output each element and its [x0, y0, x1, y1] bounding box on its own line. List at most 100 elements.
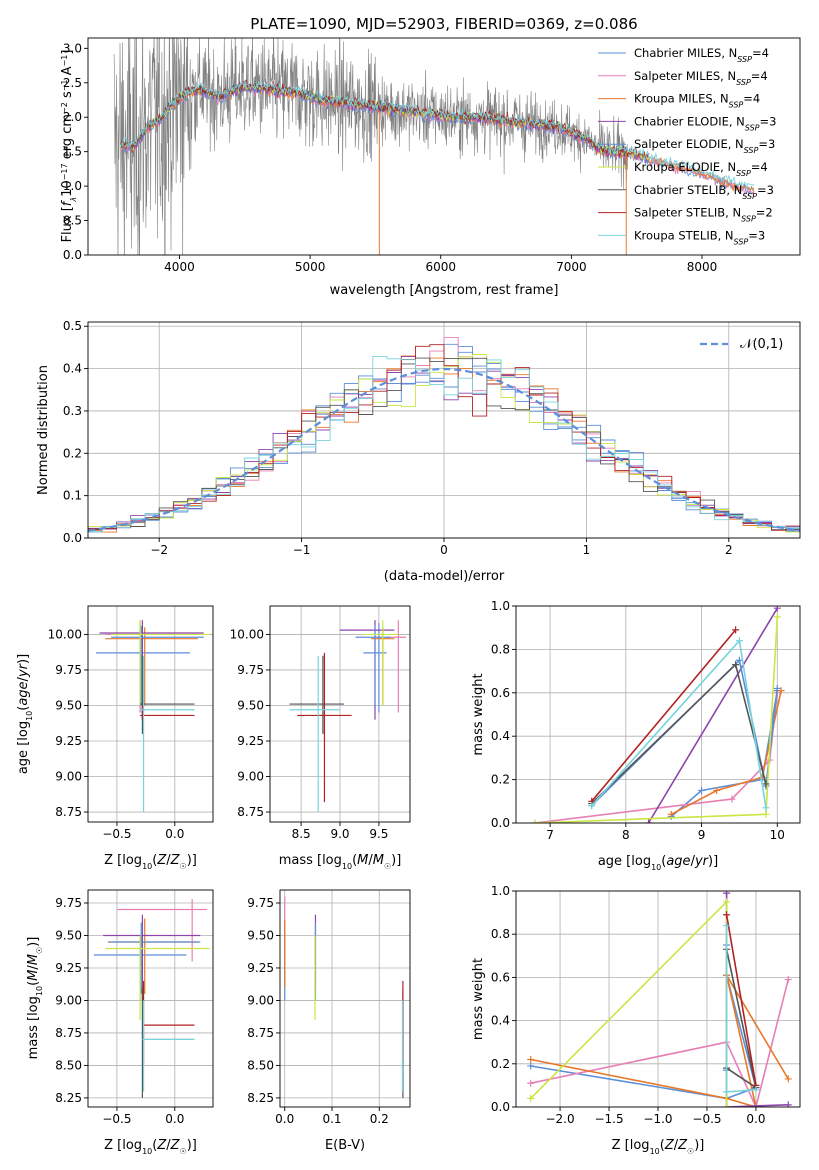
legend-label: Kroupa MILES, NSSP=4	[634, 92, 760, 110]
model-spectrum	[120, 81, 650, 164]
y-tick-label: 8.25	[55, 1091, 82, 1105]
x-tick-label: 4000	[164, 260, 195, 274]
axes-frame	[279, 889, 411, 1108]
x-tick-label: 8000	[687, 260, 718, 274]
x-axis-label: mass [log10(M/M☉)]	[279, 853, 402, 871]
x-tick-label: 8	[622, 828, 630, 842]
legend: 𝒩(0,1)	[700, 337, 783, 352]
plot-area	[93, 899, 210, 1098]
weight-marker	[527, 1079, 535, 1087]
legend: Chabrier MILES, NSSP=4 Salpeter MILES, NS…	[598, 46, 776, 246]
plot-spectrum: 4000 5000 6000 7000 8000 0.0 0.5 1.0 1.5 2.0 2.5 3.…	[60, 37, 801, 298]
y-tick-label: 9.25	[55, 961, 82, 975]
y-tick-label: 0.0	[491, 1100, 510, 1114]
y-tick-label: 1.0	[491, 884, 510, 898]
y-tick-label: 9.50	[55, 698, 82, 712]
weight-marker	[773, 613, 781, 621]
y-tick-label: 0.3	[63, 404, 82, 418]
y-tick-label: 2.5	[63, 76, 82, 90]
y-tick-label: 9.00	[237, 770, 264, 784]
weight-marker	[728, 795, 736, 803]
weight-marker	[762, 780, 770, 788]
legend-label: Kroupa STELIB, NSSP=3	[634, 228, 765, 246]
y-tick-label: 0.8	[491, 927, 510, 941]
x-tick-label: 7000	[556, 260, 587, 274]
axes-frame	[87, 37, 801, 256]
x-tick-label: 10	[770, 828, 785, 842]
y-tick-label: 8.75	[55, 1026, 82, 1040]
plot-mass-vs-EBV: 0.0 0.1 0.2 8.25 8.50 8.75 9.00 9.25 9.50 9.75 E(B…	[247, 889, 411, 1153]
plot-area	[96, 620, 210, 813]
plot-area	[289, 620, 407, 813]
axes-frame	[87, 605, 214, 823]
model-spectrum	[120, 84, 755, 196]
y-tick-label: 10.00	[48, 627, 82, 641]
weight-marker	[723, 922, 731, 930]
x-tick-label: 0	[440, 543, 448, 557]
weight-marker	[762, 804, 770, 812]
x-tick-label: −0.5	[102, 1112, 131, 1126]
x-tick-label: 5000	[295, 260, 326, 274]
plot-area	[113, 38, 755, 255]
y-tick-label: 9.25	[55, 734, 82, 748]
plot-weight-vs-Z: −2.0 −1.5 −1.0 −0.5 0.0 0.0 0.2 0.4 0.6 0.8 1.0 Z […	[471, 884, 801, 1156]
plot-area	[527, 891, 792, 1107]
weight-line	[530, 974, 789, 1107]
legend-label: Chabrier MILES, NSSP=4	[634, 46, 769, 64]
y-axis-label: Flux [fλ10−17 erg cm−2 s−1 A−1]	[60, 50, 78, 243]
weight-line	[670, 690, 779, 818]
weight-marker	[784, 1101, 792, 1107]
x-tick-label: 1	[583, 543, 591, 557]
weight-line	[534, 692, 779, 823]
x-tick-label: −0.5	[102, 827, 131, 841]
weight-line	[647, 607, 778, 823]
weight-marker	[645, 819, 653, 823]
x-axis-label: Z [log10(Z/Z☉)]	[612, 1138, 705, 1156]
x-tick-label: −0.5	[692, 1112, 721, 1126]
weight-marker	[667, 810, 675, 818]
x-tick-label: 0.0	[746, 1112, 765, 1126]
y-tick-label: 2.0	[63, 110, 82, 124]
x-tick-label: 2	[725, 543, 733, 557]
x-tick-label: 0.0	[275, 1112, 294, 1126]
plot-area	[531, 606, 785, 823]
weight-marker	[773, 684, 781, 692]
y-tick-label: 0.0	[63, 531, 82, 545]
y-tick-label: 0.4	[491, 729, 510, 743]
x-tick-label: 0.2	[370, 1112, 389, 1126]
y-tick-label: 0.6	[491, 686, 510, 700]
y-axis-label: mass [log10(M/M☉)]	[26, 937, 44, 1060]
x-tick-label: 9.0	[330, 827, 349, 841]
y-tick-label: 9.75	[55, 663, 82, 677]
y-tick-label: 10.00	[230, 627, 264, 641]
y-tick-label: 0.4	[63, 362, 82, 376]
plot-residuals: −2 −1 0 1 2 0.0 0.1 0.2 0.3 0.4 0.5 𝒩(0,1) (data-mod…	[36, 319, 801, 584]
y-tick-label: 9.25	[247, 961, 274, 975]
plot-age-vs-Z: −0.5 0.0 8.75 9.00 9.25 9.50 9.75 10.00 Z [log10…	[16, 605, 214, 871]
y-tick-label: 8.50	[247, 1058, 274, 1072]
y-tick-label: 9.75	[247, 896, 274, 910]
weight-line	[725, 914, 757, 1086]
y-tick-label: 0.4	[491, 1014, 510, 1028]
plot-age-vs-mass: 8.5 9.0 9.5 8.75 9.00 9.25 9.50 9.75 10.00 mass […	[230, 605, 411, 871]
x-tick-label: 7	[546, 828, 554, 842]
y-tick-label: 1.5	[63, 145, 82, 159]
x-axis-label: Z [log10(Z/Z☉)]	[104, 853, 197, 871]
weight-line	[530, 979, 789, 1107]
y-tick-label: 0.2	[491, 1057, 510, 1071]
y-tick-label: 0.8	[491, 642, 510, 656]
normal-curve	[88, 367, 800, 532]
y-tick-label: 0.6	[491, 970, 510, 984]
y-tick-label: 0.5	[63, 214, 82, 228]
x-tick-label: 0.1	[322, 1112, 341, 1126]
y-axis-label: age [log10(age/yr)]	[16, 654, 34, 774]
axes-frame	[87, 889, 214, 1108]
x-axis-label: (data-model)/error	[384, 569, 505, 584]
y-tick-label: 1.0	[63, 179, 82, 193]
x-tick-label: 0.0	[165, 827, 184, 841]
y-tick-label: 0.0	[491, 816, 510, 830]
y-tick-label: 9.75	[237, 663, 264, 677]
y-tick-label: 8.50	[55, 1058, 82, 1072]
y-tick-label: 0.2	[63, 446, 82, 460]
